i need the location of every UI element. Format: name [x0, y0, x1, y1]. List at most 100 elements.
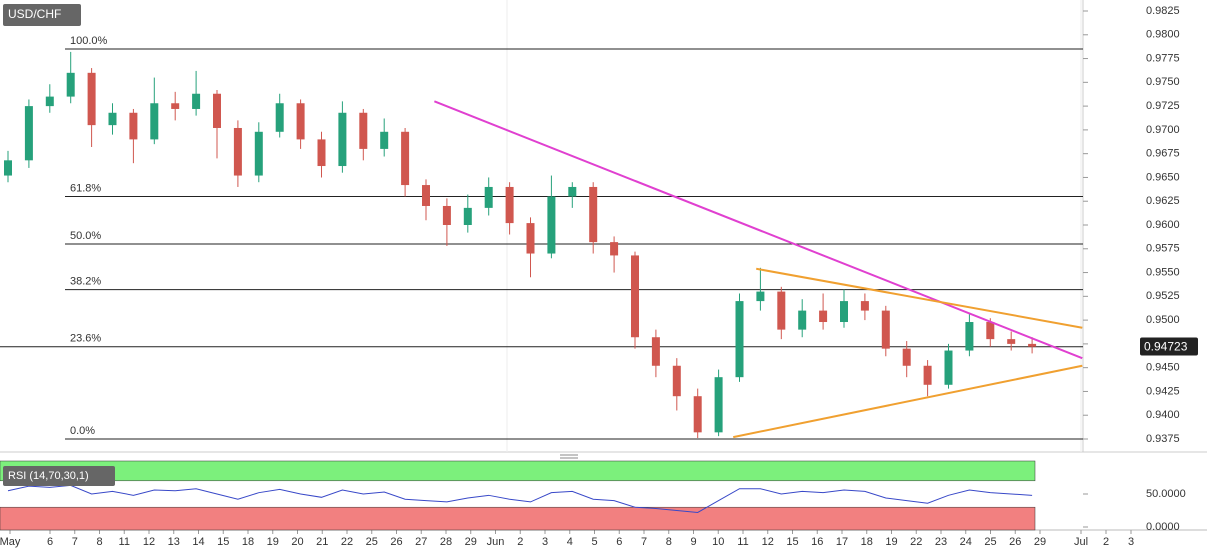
candle-body: [463, 207, 472, 225]
x-tick-label: 19: [885, 536, 897, 548]
x-tick-label: 27: [415, 536, 427, 548]
candle-body: [45, 96, 54, 107]
candle-body: [87, 72, 96, 126]
x-tick-label: 12: [762, 536, 774, 548]
y-tick-label: 0.9700: [1146, 124, 1180, 136]
x-tick-label: 11: [119, 536, 130, 548]
fib-label: 50.0%: [70, 230, 101, 242]
y-tick-label: 0.9525: [1146, 290, 1180, 302]
candle-body: [484, 186, 493, 208]
candle-body: [422, 185, 430, 206]
x-tick-label: 6: [616, 536, 622, 548]
y-tick-label: 0.9450: [1146, 362, 1180, 374]
y-tick-label: 0.9600: [1146, 219, 1180, 231]
fib-label: 61.8%: [70, 182, 101, 194]
candle-body: [944, 350, 953, 385]
candle-body: [651, 337, 660, 366]
x-tick-label: 15: [786, 536, 798, 548]
x-tick-label: 25: [984, 536, 996, 548]
candle-body: [401, 131, 410, 186]
x-tick-label: 10: [712, 536, 724, 548]
y-tick-label: 0.9375: [1146, 433, 1180, 445]
y-tick-label: 0.9400: [1146, 409, 1180, 421]
trend-line: [756, 267, 1083, 329]
x-tick-label: 16: [811, 536, 823, 548]
x-tick-label: 17: [836, 536, 848, 548]
candle-body: [213, 93, 221, 128]
x-tick-label: Jun: [487, 536, 505, 548]
y-tick-label: 0.9550: [1146, 266, 1180, 278]
x-tick-label: 15: [217, 536, 229, 548]
price-tag: [1140, 337, 1198, 356]
y-tick-label: 0.9425: [1146, 385, 1180, 397]
x-tick-label: 6: [47, 536, 53, 548]
candle-body: [254, 131, 263, 176]
candle-body: [568, 186, 577, 197]
candle-body: [275, 103, 284, 132]
candle-body: [986, 322, 995, 340]
candle-body: [589, 186, 598, 243]
candle-body: [840, 301, 848, 323]
x-tick-label: 20: [291, 536, 303, 548]
chart-title: USD/CHF: [8, 7, 61, 21]
candle-body: [819, 310, 828, 323]
x-tick-label: 19: [267, 536, 279, 548]
candle-body: [756, 291, 765, 302]
candle-body: [192, 93, 201, 109]
x-tick-label: 24: [960, 536, 972, 548]
y-tick-label: 0.9725: [1146, 100, 1180, 112]
candle-body: [693, 396, 702, 433]
x-tick-label: 29: [465, 536, 477, 548]
candle-body: [631, 255, 639, 338]
y-tick-label: 0.9500: [1146, 314, 1180, 326]
rsi-label: RSI (14,70,30,1): [8, 470, 89, 482]
candle-body: [777, 291, 786, 330]
candle-body: [317, 139, 326, 167]
y-tick-label: 0.9800: [1146, 29, 1180, 41]
candle-body: [380, 131, 389, 149]
x-tick-label: 11: [737, 536, 748, 548]
oversold-zone: [0, 506, 1036, 531]
candle-body: [338, 112, 347, 167]
x-tick-label: May: [0, 536, 21, 548]
x-tick-label: 3: [542, 536, 548, 548]
trend-line: [433, 100, 1083, 360]
title-box: [3, 4, 81, 26]
y-tick-label: 0.9825: [1146, 5, 1180, 17]
x-tick-label: 26: [1009, 536, 1021, 548]
fib-label: 23.6%: [70, 333, 101, 345]
x-tick-label: 22: [341, 536, 353, 548]
x-tick-label: 14: [192, 536, 204, 548]
x-tick-label: 8: [96, 536, 102, 548]
x-tick-label: Jul: [1074, 536, 1088, 548]
x-tick-label: 12: [143, 536, 155, 548]
x-tick-label: 5: [591, 536, 597, 548]
candle-body: [505, 186, 514, 224]
x-tick-label: 7: [72, 536, 78, 548]
candle-body: [171, 103, 180, 109]
y-tick-label: 0.9675: [1146, 148, 1180, 160]
x-tick-label: 26: [390, 536, 402, 548]
candle-body: [672, 365, 681, 397]
candle-body: [1028, 343, 1037, 347]
y-tick-label: 0.9625: [1146, 195, 1180, 207]
candle-body: [798, 310, 807, 330]
candle-body: [296, 103, 305, 140]
x-tick-label: 13: [168, 536, 180, 548]
x-tick-label: 28: [440, 536, 452, 548]
trend-line: [733, 364, 1083, 439]
x-tick-label: 23: [935, 536, 947, 548]
y-tick-label: 0.9575: [1146, 243, 1180, 255]
candle-body: [526, 223, 535, 254]
x-tick-label: 2: [1103, 536, 1109, 548]
candle-body: [108, 112, 117, 126]
x-tick-label: 4: [567, 536, 573, 548]
price-tag-label: 0.94723: [1144, 340, 1188, 354]
fib-label: 100.0%: [70, 35, 108, 47]
candle-body: [881, 310, 890, 349]
candle-body: [902, 348, 911, 366]
rsi-line: [7, 484, 1033, 513]
candle-body: [4, 160, 12, 176]
